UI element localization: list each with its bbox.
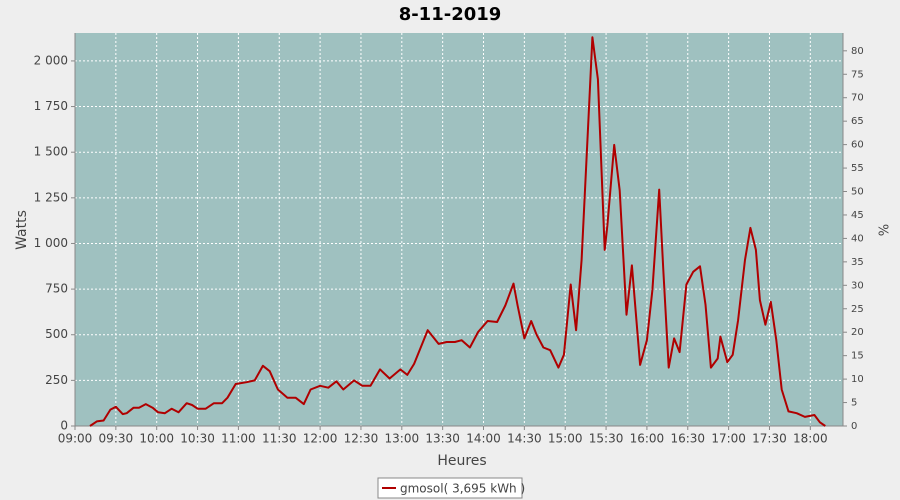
x-tick-label: 09:30 — [99, 432, 134, 446]
y2-tick-label: 5 — [851, 398, 857, 409]
x-tick-label: 11:00 — [221, 432, 256, 446]
y-tick-label: 1 250 — [34, 190, 68, 204]
y2-tick-label: 65 — [851, 116, 864, 127]
legend-box — [377, 477, 523, 499]
x-tick-label: 15:00 — [548, 432, 583, 446]
y-axis-label: Watts — [14, 210, 30, 250]
y2-tick-label: 0 — [851, 421, 857, 432]
x-tick-label: 15:30 — [589, 432, 624, 446]
y2-tick-label: 30 — [851, 280, 864, 291]
x-tick-label: 14:30 — [507, 432, 542, 446]
x-tick-label: 11:30 — [262, 432, 297, 446]
y2-tick-label: 40 — [851, 233, 864, 244]
x-tick-label: 12:30 — [344, 432, 379, 446]
legend-label: gmosol( 3,695 kWh ) — [400, 482, 525, 496]
x-tick-label: 13:00 — [385, 432, 420, 446]
x-tick-label: 16:30 — [670, 432, 705, 446]
y-tick-label: 1 500 — [34, 145, 68, 159]
x-tick-label: 13:30 — [425, 432, 460, 446]
y2-tick-label: 15 — [851, 351, 864, 362]
y2-axis-label: % — [875, 224, 890, 236]
y2-tick-label: 55 — [851, 163, 864, 174]
x-axis-label: Heures — [437, 453, 486, 469]
y2-tick-label: 45 — [851, 210, 864, 221]
y2-tick-label: 10 — [851, 374, 864, 385]
x-tick-label: 12:00 — [303, 432, 338, 446]
y2-tick-label: 50 — [851, 187, 864, 198]
chart-title: 8-11-2019 — [399, 4, 502, 25]
y-tick-label: 1 750 — [34, 99, 68, 113]
x-tick-label: 09:00 — [58, 432, 93, 446]
data-line — [89, 36, 826, 427]
y-tick-label: 250 — [45, 373, 68, 387]
y2-tick-label: 60 — [851, 140, 864, 151]
x-tick-label: 18:00 — [793, 432, 828, 446]
y2-tick-label: 25 — [851, 304, 864, 315]
x-tick-label: 16:00 — [630, 432, 665, 446]
x-tick-label: 10:00 — [139, 432, 174, 446]
y2-tick-label: 70 — [851, 93, 864, 104]
y-tick-label: 750 — [45, 282, 68, 296]
x-tick-label: 10:30 — [180, 432, 215, 446]
x-tick-label: 17:00 — [711, 432, 746, 446]
y-tick-label: 2 000 — [34, 53, 68, 67]
x-tick-label: 17:30 — [752, 432, 787, 446]
y2-tick-label: 20 — [851, 327, 864, 338]
y-tick-label: 1 000 — [34, 236, 68, 250]
y-tick-label: 0 — [60, 419, 68, 433]
y2-tick-label: 35 — [851, 257, 864, 268]
x-tick-label: 14:00 — [466, 432, 501, 446]
y-tick-label: 500 — [45, 327, 68, 341]
plot-area — [75, 33, 843, 426]
y2-tick-label: 80 — [851, 46, 864, 57]
y2-tick-label: 75 — [851, 69, 864, 80]
